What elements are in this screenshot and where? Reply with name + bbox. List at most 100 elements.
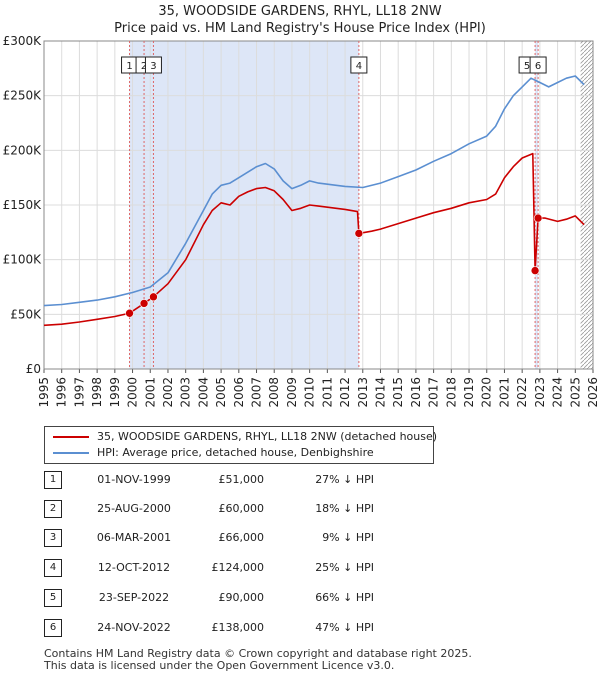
legend-item-hpi: HPI: Average price, detached house, Denb… bbox=[53, 445, 374, 461]
table-row: 3 06-MAR-2001 £66,000 9% ↓ HPI bbox=[44, 526, 464, 550]
x-tick-label: 2015 bbox=[391, 377, 405, 408]
table-row: 4 12-OCT-2012 £124,000 25% ↓ HPI bbox=[44, 556, 464, 580]
footer: Contains HM Land Registry data © Crown c… bbox=[44, 648, 472, 672]
marker-box bbox=[350, 56, 368, 74]
x-tick-label: 2003 bbox=[179, 377, 193, 408]
transaction-date: 12-OCT-2012 bbox=[97, 561, 171, 574]
legend-item-property: 35, WOODSIDE GARDENS, RHYL, LL18 2NW (de… bbox=[53, 429, 437, 445]
transaction-date: 06-MAR-2001 bbox=[96, 531, 172, 544]
transaction-date: 24-NOV-2022 bbox=[97, 621, 171, 634]
y-tick-label: £300K bbox=[3, 34, 43, 48]
transaction-marker-label: 6 bbox=[529, 56, 547, 74]
transaction-point bbox=[139, 299, 149, 308]
legend-label-property: 35, WOODSIDE GARDENS, RHYL, LL18 2NW (de… bbox=[97, 430, 438, 443]
x-tick-label: 2007 bbox=[250, 377, 264, 408]
transaction-price: £66,000 bbox=[218, 531, 265, 544]
x-tick-label: 2023 bbox=[533, 377, 547, 408]
title-line-2: Price paid vs. HM Land Registry's House … bbox=[114, 21, 486, 36]
x-tick-label: 2024 bbox=[551, 377, 565, 408]
legend: 35, WOODSIDE GARDENS, RHYL, LL18 2NW (de… bbox=[44, 426, 437, 464]
transaction-price: £60,000 bbox=[218, 502, 265, 515]
x-tick-label: 1995 bbox=[37, 377, 51, 408]
x-tick-label: 2020 bbox=[480, 377, 494, 408]
x-tick-label: 2006 bbox=[232, 377, 246, 408]
marker-number: 5 bbox=[524, 61, 530, 72]
transaction-price: £124,000 bbox=[211, 561, 265, 574]
x-tick-label: 2005 bbox=[214, 377, 228, 408]
marker-number: 6 bbox=[535, 61, 541, 72]
plot-frame bbox=[43, 40, 594, 370]
x-tick-label: 1997 bbox=[72, 377, 86, 408]
marker-number: 2 bbox=[141, 61, 147, 72]
x-tick-label: 2011 bbox=[320, 377, 334, 408]
y-tick-label: £150K bbox=[3, 198, 43, 212]
y-tick-label: £100K bbox=[3, 253, 43, 267]
transaction-point bbox=[149, 292, 158, 302]
transaction-price: £138,000 bbox=[211, 621, 265, 634]
transaction-number: 4 bbox=[44, 559, 62, 577]
legend-label-hpi: HPI: Average price, detached house, Denb… bbox=[97, 446, 374, 459]
transaction-point bbox=[125, 308, 134, 318]
transaction-price: £90,000 bbox=[218, 591, 265, 604]
table-row: 5 23-SEP-2022 £90,000 66% ↓ HPI bbox=[44, 586, 464, 610]
x-tick-label: 1998 bbox=[90, 377, 104, 408]
x-tick-label: 2018 bbox=[444, 377, 458, 408]
x-tick-label: 2016 bbox=[409, 377, 423, 408]
x-tick-label: 2026 bbox=[586, 377, 600, 408]
x-tick-label: 2012 bbox=[338, 377, 352, 408]
transaction-hpi-diff: 66% ↓ HPI bbox=[315, 591, 374, 604]
x-tick-label: 2021 bbox=[497, 377, 511, 408]
transaction-number: 1 bbox=[44, 471, 62, 489]
y-tick-label: £200K bbox=[3, 143, 43, 157]
transaction-hpi-diff: 27% ↓ HPI bbox=[315, 473, 374, 486]
transaction-date: 01-NOV-1999 bbox=[97, 473, 171, 486]
transaction-price: £51,000 bbox=[218, 473, 265, 486]
transaction-marker-label: 1 bbox=[121, 56, 139, 74]
transaction-date: 23-SEP-2022 bbox=[98, 591, 170, 604]
x-tick-label: 2014 bbox=[373, 377, 387, 408]
x-tick-label: 1999 bbox=[108, 377, 122, 408]
transaction-number: 6 bbox=[44, 619, 62, 637]
transaction-number: 2 bbox=[44, 500, 62, 518]
marker-number: 1 bbox=[126, 61, 132, 72]
table-row: 1 01-NOV-1999 £51,000 27% ↓ HPI bbox=[44, 468, 464, 492]
marker-number: 3 bbox=[150, 61, 156, 72]
x-tick-label: 2000 bbox=[126, 377, 140, 408]
x-tick-label: 2017 bbox=[427, 377, 441, 408]
footer-line-2: This data is licensed under the Open Gov… bbox=[44, 659, 395, 672]
marker-number: 4 bbox=[356, 61, 362, 72]
legend-swatch-property bbox=[53, 436, 89, 438]
marker-box bbox=[144, 56, 162, 74]
table-row: 2 25-AUG-2000 £60,000 18% ↓ HPI bbox=[44, 497, 464, 521]
table-row: 6 24-NOV-2022 £138,000 47% ↓ HPI bbox=[44, 616, 464, 640]
marker-box bbox=[529, 56, 547, 74]
transaction-hpi-diff: 9% ↓ HPI bbox=[322, 531, 374, 544]
property-price-line bbox=[43, 152, 585, 327]
footer-line-1: Contains HM Land Registry data © Crown c… bbox=[44, 647, 472, 660]
transaction-point bbox=[530, 266, 540, 275]
transaction-date: 25-AUG-2000 bbox=[97, 502, 171, 515]
transaction-number: 3 bbox=[44, 529, 62, 547]
transaction-marker-label: 4 bbox=[350, 56, 368, 74]
transaction-point bbox=[533, 213, 543, 223]
transaction-hpi-diff: 18% ↓ HPI bbox=[315, 502, 374, 515]
x-tick-label: 2022 bbox=[515, 377, 529, 408]
x-tick-label: 2010 bbox=[303, 377, 317, 408]
y-tick-label: £50K bbox=[10, 307, 42, 321]
x-tick-label: 2025 bbox=[568, 377, 582, 408]
transaction-number: 5 bbox=[44, 589, 62, 607]
x-tick-label: 2008 bbox=[267, 377, 281, 408]
y-tick-label: £250K bbox=[3, 89, 43, 103]
transaction-point bbox=[354, 229, 364, 238]
x-tick-label: 2001 bbox=[143, 377, 157, 408]
hpi-line bbox=[43, 75, 585, 307]
legend-swatch-hpi bbox=[53, 452, 89, 454]
y-tick-label: £0 bbox=[26, 362, 41, 376]
transaction-hpi-diff: 47% ↓ HPI bbox=[315, 621, 374, 634]
transaction-hpi-diff: 25% ↓ HPI bbox=[315, 561, 374, 574]
x-tick-label: 2002 bbox=[161, 377, 175, 408]
x-tick-label: 2013 bbox=[356, 377, 370, 408]
title-line-1: 35, WOODSIDE GARDENS, RHYL, LL18 2NW bbox=[158, 4, 442, 19]
x-tick-label: 2019 bbox=[462, 377, 476, 408]
